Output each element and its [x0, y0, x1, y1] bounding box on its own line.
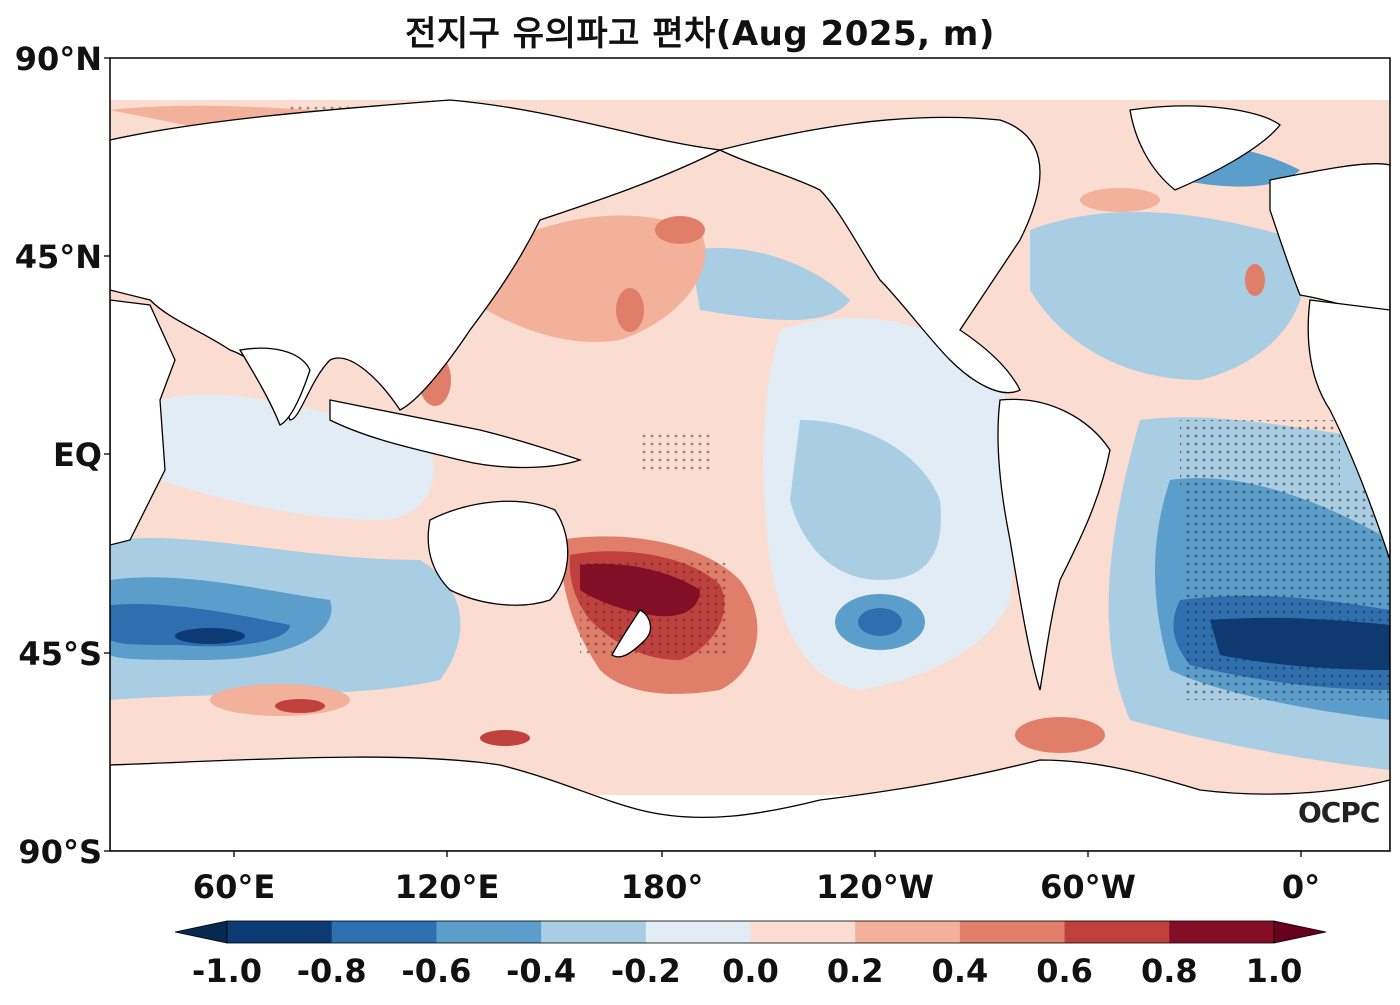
colorbar-tick-label: 0.2: [826, 952, 884, 990]
land-indonesia: [329, 399, 583, 469]
colorbar: [174, 920, 1327, 944]
colorbar-segment: [1064, 921, 1170, 943]
land-africa: [110, 299, 176, 546]
stipple-central-pac: [640, 432, 710, 472]
lat-label-90s: 90°S: [18, 833, 102, 871]
anomaly-neg-eastpac-mid: [790, 420, 941, 580]
stipple-satl-north: [1180, 420, 1340, 490]
arctic-nodata: [110, 58, 1390, 100]
axis-ticks: [104, 57, 1302, 857]
land-greenland: [1129, 105, 1281, 191]
anomaly-neg-indian-peak: [175, 628, 245, 644]
lon-label-60e: 60°E: [192, 868, 276, 906]
map-title: 전지구 유의파고 편차(Aug 2025, m): [405, 14, 995, 54]
anomaly-pos-northpac: [470, 215, 706, 342]
anomaly-pos-so-pac: [480, 730, 530, 746]
anomaly-pos-northpac-core: [616, 288, 644, 332]
colorbar-segment: [436, 921, 542, 943]
colorbar-tick-label: 0.0: [722, 952, 779, 990]
colorbar-tick-label: -0.8: [296, 952, 367, 990]
land-antarctica: [110, 756, 1390, 851]
stipple-tasman: [580, 560, 730, 655]
anomaly-pos-drake: [1015, 717, 1105, 753]
anomaly-pos-greenland-sea: [1080, 188, 1160, 212]
colorbar-segment: [855, 921, 961, 943]
anomaly-pos-so-west: [210, 684, 350, 716]
anomaly-neg-eastpac-deep: [858, 608, 902, 636]
colorbar-segment: [227, 921, 333, 943]
colorbar-tick-label: 0.6: [1036, 952, 1093, 990]
lat-label-45s: 45°S: [18, 635, 102, 673]
lon-label-60w: 60°W: [1040, 868, 1136, 906]
land-india: [238, 347, 311, 426]
colorbar-frame: [226, 920, 1275, 944]
ocpc-logo: OCPC: [1298, 796, 1380, 829]
stipple-satl: [1185, 490, 1390, 700]
colorbar-tick-label: -0.2: [610, 952, 681, 990]
colorbar-tick-label: 0.8: [1140, 952, 1198, 990]
lon-label-120e: 120°E: [394, 868, 500, 906]
land-south-america: [997, 398, 1111, 691]
lat-label-90n: 90°N: [14, 40, 102, 78]
colorbar-segment: [1169, 921, 1275, 943]
lon-label-180: 180°: [620, 868, 704, 906]
colorbar-segment: [750, 921, 856, 943]
anomaly-pos-med: [1245, 264, 1265, 296]
land-north-america: [718, 116, 1041, 394]
colorbar-segment: [959, 921, 1066, 943]
colorbar-segment: [331, 921, 437, 943]
lon-label-120w: 120°W: [815, 868, 935, 906]
colorbar-segment: [645, 921, 751, 943]
colorbar-under-arrow: [174, 920, 228, 944]
anomaly-neg-northpac: [690, 248, 850, 320]
land-west-africa: [1307, 299, 1390, 561]
anomaly-pos-so-west-core: [275, 699, 325, 713]
colorbar-tick-label: -0.6: [401, 952, 472, 990]
lat-label-eq: EQ: [52, 436, 102, 474]
colorbar-tick-label: 0.4: [931, 952, 989, 990]
colorbar-tick-label: -0.4: [506, 952, 577, 990]
colorbar-over-arrow: [1273, 920, 1327, 944]
lon-label-0: 0°: [1281, 868, 1321, 906]
land-australia: [427, 500, 569, 606]
anomaly-neg-indian-deep: [110, 604, 290, 647]
anomaly-pos-kamchatka: [655, 216, 705, 244]
anomaly-neg-natl: [1030, 211, 1306, 380]
colorbar-segment: [541, 921, 647, 943]
map-area: [110, 58, 1390, 851]
colorbar-tick-label: 1.0: [1245, 952, 1303, 990]
land: [110, 99, 1390, 851]
colorbar-tick-label: -1.0: [192, 952, 262, 990]
land-new-zealand: [611, 609, 652, 658]
anomaly-field: [110, 105, 1390, 770]
lat-label-45n: 45°N: [14, 238, 102, 276]
